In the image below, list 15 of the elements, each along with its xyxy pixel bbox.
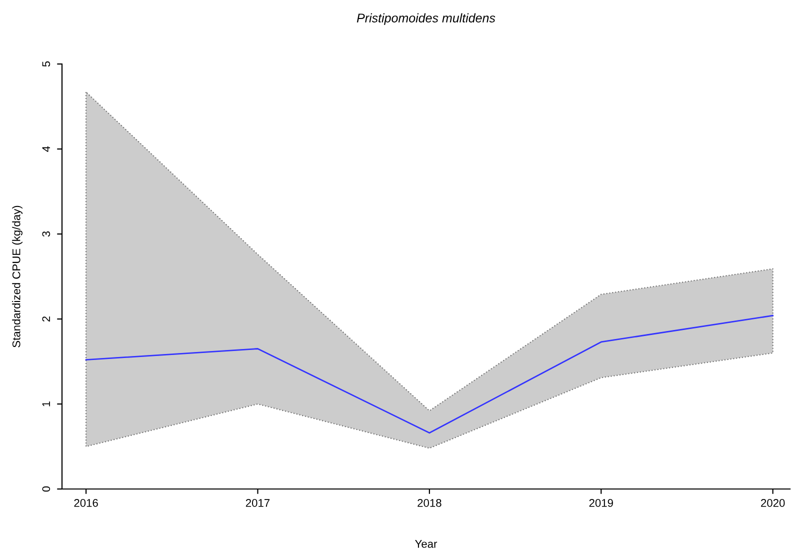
x-tick-label: 2020	[761, 499, 785, 507]
x-axis-title: Year	[415, 540, 438, 548]
x-tick-label: 2017	[246, 499, 270, 507]
y-tick-label: 1	[42, 401, 50, 406]
chart-title: Pristipomoides multidens	[356, 13, 496, 25]
y-tick-label: 2	[42, 316, 50, 322]
y-tick-label: 5	[42, 61, 50, 67]
y-tick-label: 0	[42, 486, 50, 492]
x-tick-label: 2016	[74, 499, 98, 507]
y-tick-label: 4	[42, 146, 50, 152]
x-tick-label: 2018	[418, 499, 442, 507]
x-tick-label: 2019	[589, 499, 613, 507]
y-tick-label: 3	[42, 231, 50, 237]
line-series	[85, 314, 774, 434]
y-axis-title: Standardized CPUE (kg/day)	[12, 206, 22, 348]
